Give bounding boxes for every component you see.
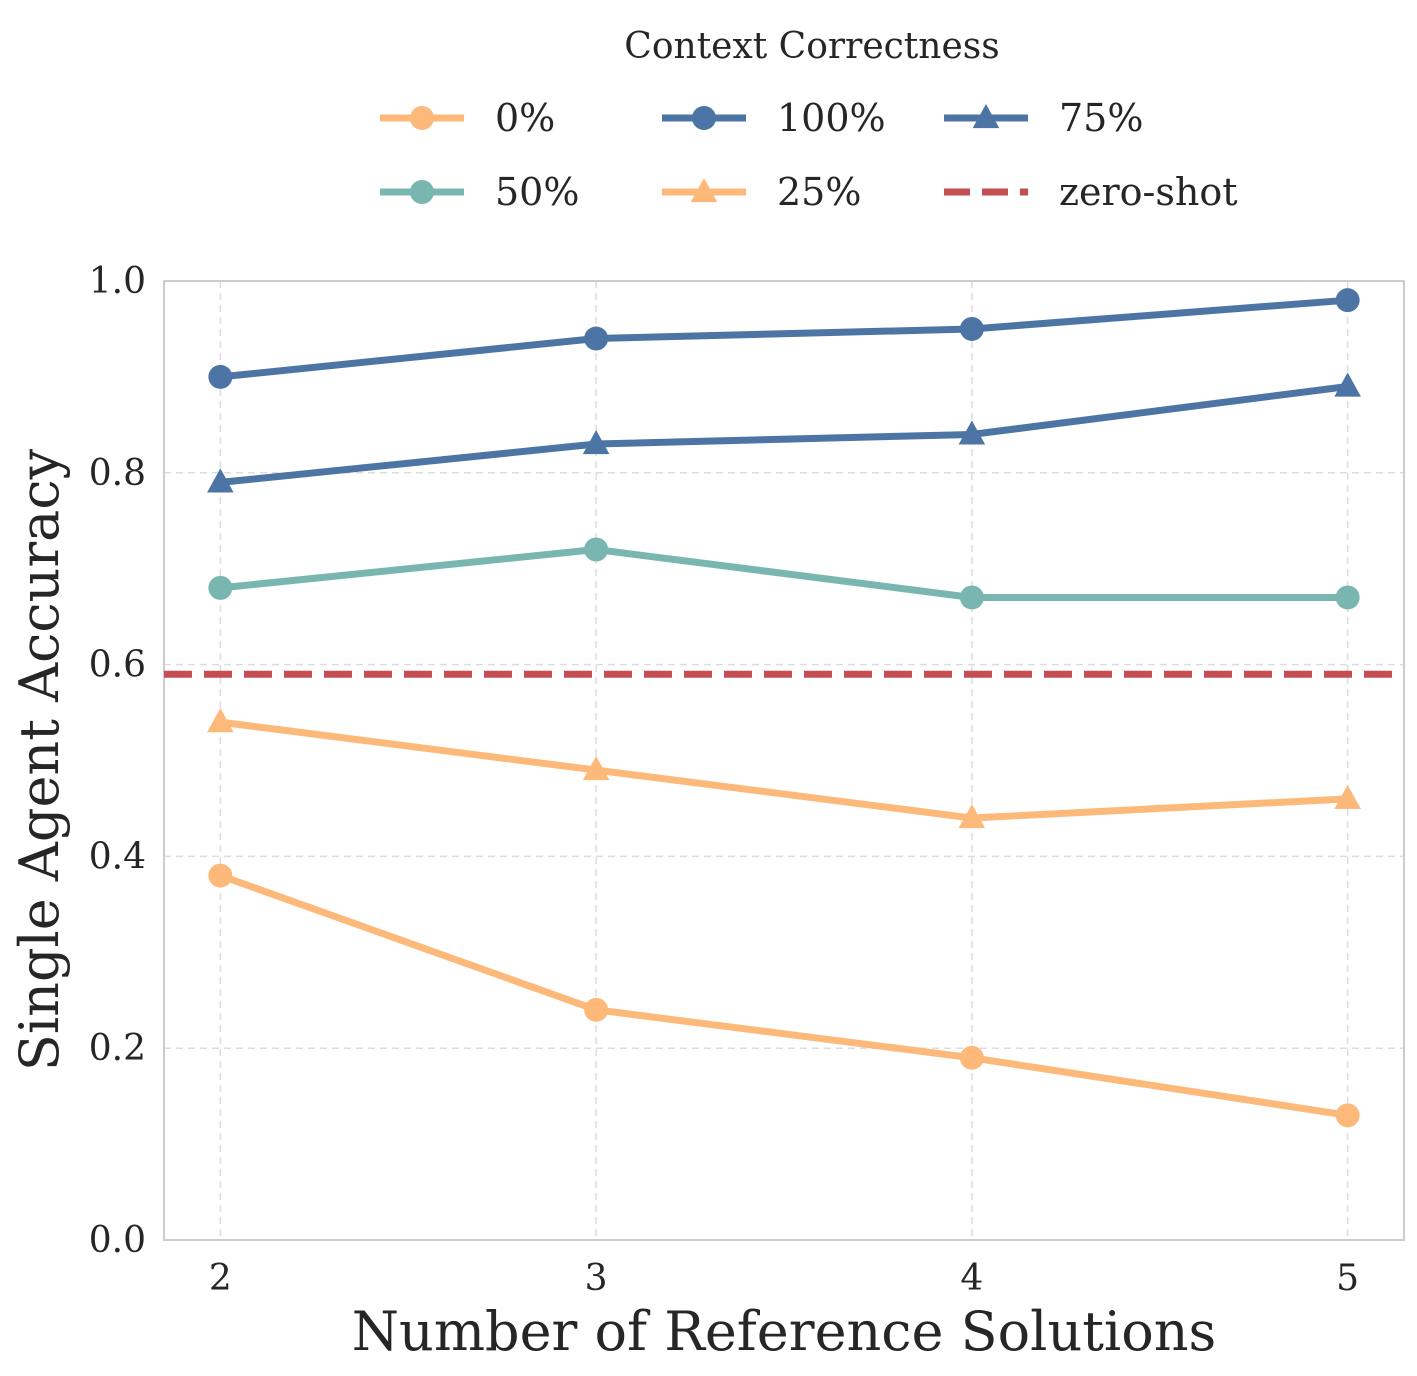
data-point (959, 316, 984, 341)
series-25pct (207, 708, 1361, 829)
data-point (1334, 372, 1361, 397)
legend-item-50pct: 50% (380, 170, 579, 214)
y-tick-labels: 0.0 0.2 0.4 0.6 0.8 1.0 (89, 261, 146, 1261)
data-point (208, 575, 233, 600)
series-0pct (208, 863, 1360, 1128)
legend-items: 0% 50% 100% 25% 75% zero-shot (380, 96, 1238, 214)
legend-label: 75% (1059, 96, 1143, 140)
data-point (959, 585, 984, 610)
series-50pct (208, 537, 1360, 610)
data-point (959, 1045, 984, 1070)
legend-label: 0% (495, 96, 555, 140)
x-tick-label: 3 (585, 1258, 608, 1299)
legend-marker (692, 106, 716, 130)
y-tick-label: 0.0 (89, 1220, 146, 1261)
series-line-50pct (216, 546, 1352, 601)
data-point (958, 804, 986, 829)
legend-item-zero-shot: zero-shot (944, 170, 1238, 214)
legend-marker (972, 104, 1000, 129)
y-tick-label: 1.0 (89, 261, 146, 302)
legend-marker (410, 106, 434, 130)
data-point (208, 863, 233, 888)
legend-marker (410, 180, 434, 204)
x-tick-labels: 2 3 4 5 (209, 1258, 1359, 1299)
legend-label: 25% (777, 170, 861, 214)
legend-item-75pct: 75% (944, 96, 1143, 140)
series-100pct (208, 288, 1360, 389)
legend-item-0pct: 0% (380, 96, 555, 140)
data-point (582, 430, 610, 455)
data-point (208, 364, 233, 389)
series-line-75pct (216, 382, 1352, 486)
series-line-0pct (216, 872, 1352, 1119)
legend-marker (690, 178, 718, 203)
data-point (584, 997, 609, 1022)
plot-frame (163, 280, 1405, 1241)
legend-label: 100% (777, 96, 886, 140)
data-point (958, 420, 986, 445)
legend-title: Context Correctness (624, 26, 999, 67)
series (207, 288, 1361, 1128)
data-point (1335, 585, 1360, 610)
legend-label: zero-shot (1059, 170, 1238, 214)
y-tick-label: 0.8 (89, 453, 146, 494)
data-point (207, 468, 234, 493)
y-tick-label: 0.6 (89, 645, 146, 686)
x-tick-label: 4 (960, 1258, 983, 1299)
series-line-25pct (216, 718, 1352, 822)
y-tick-label: 0.2 (89, 1028, 146, 1069)
data-point (1334, 784, 1361, 809)
data-point (1335, 288, 1360, 313)
legend-item-100pct: 100% (662, 96, 886, 140)
data-point (582, 756, 610, 781)
legend-label: 50% (495, 170, 579, 214)
x-tick-label: 2 (209, 1258, 232, 1299)
series-75pct (207, 372, 1361, 493)
data-point (584, 326, 609, 351)
x-axis-title: Number of Reference Solutions (352, 1300, 1216, 1363)
legend: Context Correctness 0% 50% 100% 25% 75% zero-… (380, 26, 1238, 214)
data-point (1335, 1103, 1360, 1128)
data-point (584, 537, 609, 562)
x-tick-label: 5 (1336, 1258, 1359, 1299)
y-axis-title: Single Agent Accuracy (8, 448, 71, 1071)
legend-item-25pct: 25% (662, 170, 861, 214)
series-line-100pct (216, 296, 1352, 381)
y-tick-label: 0.4 (89, 836, 146, 877)
data-point (207, 708, 234, 733)
